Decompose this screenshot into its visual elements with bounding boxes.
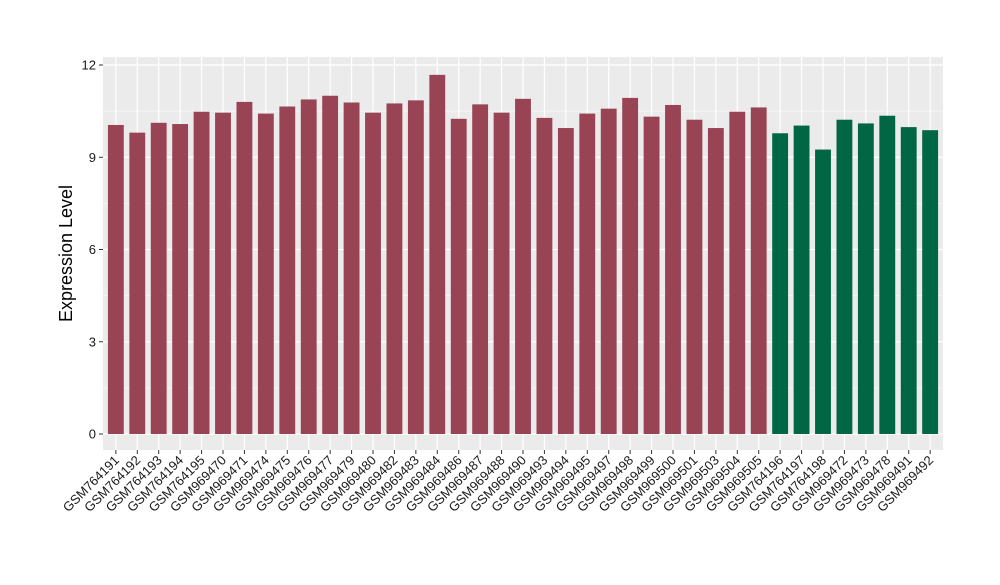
bar-GSM969479 xyxy=(343,102,360,434)
bar-GSM969495 xyxy=(579,113,596,435)
y-tick-label: 9 xyxy=(89,150,96,165)
bar-GSM969499 xyxy=(643,116,660,434)
y-tick-label: 0 xyxy=(89,427,96,442)
x-axis: GSM764191GSM764192GSM764193GSM764194GSM7… xyxy=(60,450,936,515)
bar-GSM969501 xyxy=(686,119,703,435)
bar-GSM969483 xyxy=(407,100,424,435)
y-axis-label: Expression Level xyxy=(56,185,76,322)
bar-GSM969494 xyxy=(557,128,574,434)
bar-GSM969491 xyxy=(900,127,917,435)
bar-GSM969480 xyxy=(365,112,381,434)
bar-GSM969484 xyxy=(429,74,446,434)
bar-GSM764198 xyxy=(815,149,831,434)
bar-GSM969471 xyxy=(236,101,253,435)
bar-GSM969472 xyxy=(836,119,853,435)
bar-GSM969473 xyxy=(857,123,874,435)
bar-GSM969487 xyxy=(472,104,489,435)
bar-GSM764191 xyxy=(107,124,124,435)
bar-GSM969497 xyxy=(600,108,617,434)
y-tick-label: 6 xyxy=(89,242,96,257)
bar-GSM764193 xyxy=(150,122,167,434)
bar-GSM969475 xyxy=(279,106,296,434)
bar-GSM969492 xyxy=(922,130,939,434)
bar-GSM969486 xyxy=(450,118,467,434)
bar-GSM764196 xyxy=(772,133,789,434)
bar-GSM969505 xyxy=(750,107,767,434)
bar-GSM969470 xyxy=(215,112,231,434)
y-tick-label: 12 xyxy=(82,58,96,73)
bar-GSM764195 xyxy=(193,111,210,435)
bar-GSM969482 xyxy=(386,103,403,434)
bar-GSM969488 xyxy=(493,112,510,434)
bar-GSM969504 xyxy=(729,111,746,435)
bar-GSM969503 xyxy=(707,128,724,434)
bar-GSM969474 xyxy=(257,113,274,435)
y-tick-label: 3 xyxy=(89,334,96,349)
bar-GSM969493 xyxy=(536,117,553,434)
bar-GSM969477 xyxy=(322,95,339,434)
bar-GSM969476 xyxy=(300,99,317,434)
bar-GSM969490 xyxy=(515,98,531,434)
bar-GSM764192 xyxy=(129,132,146,434)
bar-GSM764197 xyxy=(793,125,810,434)
bar-GSM764194 xyxy=(172,124,189,434)
y-axis: 0 3 6 9 12 xyxy=(82,58,103,442)
bar-GSM969500 xyxy=(665,104,681,434)
bar-GSM969498 xyxy=(622,97,639,434)
bars xyxy=(107,74,939,435)
bar-GSM969478 xyxy=(879,115,896,435)
